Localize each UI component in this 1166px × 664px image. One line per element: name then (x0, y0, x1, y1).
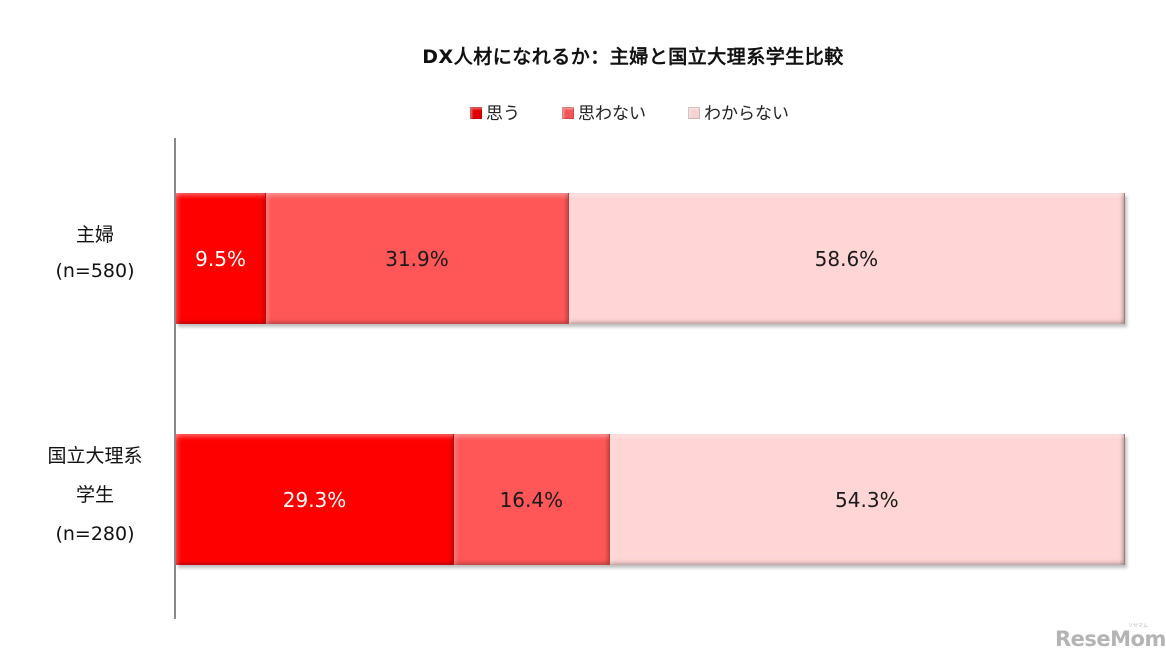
bar-segment: 31.9% (266, 193, 569, 324)
legend-label: 思わない (578, 103, 646, 124)
legend-item-unknown: わからない (688, 99, 789, 124)
data-label: 58.6% (814, 246, 879, 271)
category-label-line: 国立大理系 (47, 445, 143, 467)
legend-swatch-icon (562, 106, 574, 119)
bar-segment: 58.6% (568, 193, 1125, 324)
category-label-line: (n=280) (55, 523, 135, 545)
legend-label: 思う (486, 103, 520, 124)
bar-segment: 9.5% (176, 193, 267, 324)
bar-segment: 16.4% (454, 434, 610, 565)
data-label: 31.9% (385, 246, 449, 271)
watermark-logo: ReseMom (1055, 627, 1166, 651)
data-label: 16.4% (499, 487, 564, 512)
bar-segment: 29.3% (176, 434, 455, 565)
data-label: 54.3% (835, 487, 899, 512)
chart-title: DX人材になれるか：主婦と国立大理系学生比較 (422, 46, 844, 68)
category-label-line: 学生 (75, 484, 114, 506)
category-axis-line (174, 138, 176, 619)
legend-item-agree: 思う (470, 99, 520, 124)
legend-swatch-icon (688, 106, 700, 119)
bar-students: 29.3% 16.4% 54.3% (176, 434, 1125, 565)
legend-item-disagree: 思わない (562, 99, 646, 124)
legend-swatch-icon (470, 106, 482, 119)
bar-segment: 54.3% (609, 434, 1125, 565)
bar-housewives: 9.5% 31.9% 58.6% (176, 193, 1125, 324)
legend-label: わからない (704, 103, 789, 124)
chart-legend: 思う 思わない わからない (470, 99, 831, 124)
category-label-housewives: 主婦 (n=580) (20, 217, 170, 289)
category-label-students: 国立大理系 学生 (n=280) (20, 437, 170, 554)
category-label-line: 主婦 (75, 224, 114, 246)
category-label-line: (n=580) (55, 260, 135, 282)
data-label: 9.5% (195, 246, 246, 271)
watermark-subtext: リセマム (1128, 623, 1149, 629)
data-label: 29.3% (282, 487, 347, 512)
